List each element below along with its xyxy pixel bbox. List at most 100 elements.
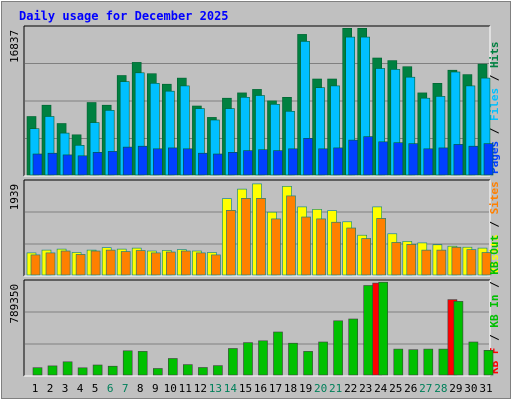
bar-pages-day-12 xyxy=(198,152,208,176)
day-label-28: 28 xyxy=(434,382,447,395)
bar-kb-out-day-9 xyxy=(153,368,163,376)
bar-sites-day-19 xyxy=(301,216,311,276)
bar-sites-day-22 xyxy=(346,227,357,276)
bar-sites-day-3 xyxy=(60,250,71,276)
day-label-26: 26 xyxy=(404,382,417,395)
day-label-10: 10 xyxy=(164,382,177,395)
bar-sites-day-16 xyxy=(256,198,266,276)
day-label-20: 20 xyxy=(314,382,327,395)
bar-pages-day-15 xyxy=(243,150,253,176)
bar-pages-day-6 xyxy=(107,151,118,176)
legend-item: Hits xyxy=(488,42,501,69)
bar-kb-out-day-7 xyxy=(122,350,133,376)
bar-kb-out-day-16 xyxy=(258,340,268,376)
bar-sites-day-9 xyxy=(151,252,161,276)
day-label-1: 1 xyxy=(32,382,39,395)
bar-sites-day-1 xyxy=(30,254,41,276)
bar-pages-day-7 xyxy=(122,146,133,176)
bar-sites-day-2 xyxy=(45,252,56,276)
bar-kb-out-day-12 xyxy=(198,367,208,376)
bar-pages-day-25 xyxy=(393,142,404,176)
day-label-24: 24 xyxy=(374,382,388,395)
bar-pages-day-21 xyxy=(333,147,343,176)
legend-item: Sites xyxy=(488,181,501,214)
day-label-29: 29 xyxy=(449,382,462,395)
bar-kb-out-day-4 xyxy=(77,367,88,376)
bar-sites-day-18 xyxy=(286,195,296,276)
bar-pages-day-23 xyxy=(363,136,374,176)
bar-kb-out-day-10 xyxy=(168,358,178,376)
bar-pages-day-5 xyxy=(92,152,103,176)
bar-sites-day-20 xyxy=(316,218,326,276)
bar-pages-day-29 xyxy=(453,144,464,176)
bar-pages-day-13 xyxy=(213,153,223,176)
bar-sites-day-30 xyxy=(466,249,477,276)
bar-kb-out-day-26 xyxy=(408,349,419,376)
bar-kb-out-day-23 xyxy=(363,285,374,376)
legend-separator: / xyxy=(488,68,501,88)
bar-pages-day-16 xyxy=(258,149,268,176)
bar-pages-day-19 xyxy=(303,138,313,176)
day-label-16: 16 xyxy=(254,382,267,395)
bar-kb-out-day-3 xyxy=(62,361,73,376)
day-label-27: 27 xyxy=(419,382,432,395)
bar-pages-day-8 xyxy=(137,145,148,176)
bar-kb-out-day-24 xyxy=(378,281,389,376)
day-label-15: 15 xyxy=(239,382,252,395)
bar-kb-out-day-31 xyxy=(483,349,494,376)
bar-sites-day-26 xyxy=(406,244,417,276)
bar-pages-day-14 xyxy=(228,152,238,176)
day-label-14: 14 xyxy=(224,382,238,395)
day-label-2: 2 xyxy=(47,382,54,395)
bar-pages-day-4 xyxy=(77,155,88,176)
bar-kb-out-day-17 xyxy=(273,331,283,376)
day-label-18: 18 xyxy=(284,382,297,395)
bar-pages-day-31 xyxy=(483,143,494,176)
bar-sites-day-21 xyxy=(331,221,341,276)
bar-pages-day-24 xyxy=(378,141,389,176)
bar-kb-out-day-13 xyxy=(213,365,223,376)
day-label-23: 23 xyxy=(359,382,372,395)
bar-sites-day-12 xyxy=(196,252,206,276)
bar-kb-out-day-19 xyxy=(303,351,313,376)
bar-pages-day-3 xyxy=(62,154,73,176)
bar-kb-out-day-28 xyxy=(438,348,449,376)
bar-pages-day-17 xyxy=(273,150,283,176)
legend-item: Files xyxy=(488,88,501,121)
day-label-11: 11 xyxy=(179,382,192,395)
bar-kb-out-day-5 xyxy=(92,364,103,376)
bar-sites-day-25 xyxy=(391,242,402,276)
day-label-19: 19 xyxy=(299,382,312,395)
bar-pages-day-2 xyxy=(47,152,58,176)
bar-pages-day-27 xyxy=(423,148,434,176)
bar-sites-day-31 xyxy=(481,252,492,276)
panel-max-label: 16837 xyxy=(8,30,21,63)
day-label-31: 31 xyxy=(479,382,492,395)
day-label-7: 7 xyxy=(122,382,129,395)
bar-kb-out-day-18 xyxy=(288,342,298,376)
bar-pages-day-20 xyxy=(318,148,328,176)
bar-kb-out-day-21 xyxy=(333,320,343,376)
bar-sites-day-29 xyxy=(451,246,462,276)
bar-sites-day-17 xyxy=(271,218,281,276)
bar-sites-day-24 xyxy=(376,218,387,276)
legend-item: KB In xyxy=(488,295,501,328)
bar-pages-day-10 xyxy=(168,147,178,176)
bar-pages-day-9 xyxy=(153,148,163,176)
day-label-8: 8 xyxy=(137,382,144,395)
bar-sites-day-13 xyxy=(211,254,221,276)
day-label-12: 12 xyxy=(194,382,207,395)
bar-pages-day-30 xyxy=(468,145,479,176)
bar-pages-day-18 xyxy=(288,148,298,176)
legend-item: KB Out xyxy=(488,235,501,275)
bar-kb-out-day-25 xyxy=(393,348,404,376)
bar-pages-day-11 xyxy=(183,148,193,176)
day-label-9: 9 xyxy=(152,382,159,395)
day-label-13: 13 xyxy=(209,382,222,395)
bar-sites-day-8 xyxy=(135,250,146,276)
day-label-6: 6 xyxy=(107,382,114,395)
bar-kb-out-day-1 xyxy=(32,367,43,376)
